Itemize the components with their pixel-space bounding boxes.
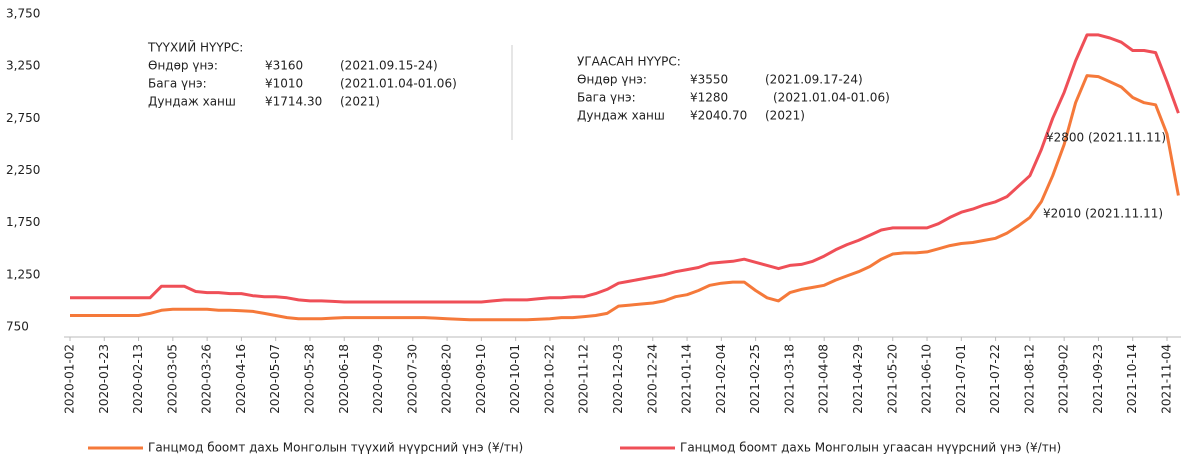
x-tick-label: 2021-11-04 (1160, 344, 1174, 414)
x-tick-label: 2020-12-03 (611, 344, 625, 414)
note-text: (2021.09.15-24) (340, 59, 438, 73)
y-tick-label: 2,250 (6, 163, 40, 177)
x-tick-label: 2020-02-13 (131, 344, 145, 414)
note-text: (2021.09.17-24) (765, 73, 863, 87)
end-annotation: ¥2800 (2021.11.11) (1046, 131, 1166, 145)
note-text: (2021) (765, 109, 805, 123)
y-tick-label: 1,250 (6, 267, 40, 281)
x-tick-label: 2021-02-04 (714, 344, 728, 414)
note-text: ¥1010 (265, 77, 303, 91)
x-tick-label: 2021-07-22 (988, 344, 1002, 414)
x-tick-label: 2020-07-09 (371, 344, 385, 414)
note-text: (2021.01.04-01.06) (340, 77, 457, 91)
x-tick-label: 2021-01-14 (680, 344, 694, 414)
legend-label: Ганцмод боомт дахь Монголын түүхий нүүрс… (148, 441, 523, 455)
x-tick-label: 2020-06-18 (337, 344, 351, 414)
x-tick-label: 2020-09-10 (474, 344, 488, 414)
x-tick-label: 2020-10-01 (508, 344, 522, 414)
end-annotation: ¥2010 (2021.11.11) (1043, 207, 1163, 221)
note-text: ¥3160 (265, 59, 303, 73)
x-tick-label: 2021-09-02 (1057, 344, 1071, 414)
y-tick-label: 2,750 (6, 111, 40, 125)
series-line (70, 74, 1180, 322)
note-text: (2021) (340, 95, 380, 109)
x-tick-label: 2020-01-02 (63, 344, 77, 414)
x-tick-label: 2020-10-22 (542, 344, 556, 414)
x-tick-label: 2021-06-10 (920, 344, 934, 414)
legend-label: Ганцмод боомт дахь Монголын угаасан нүүр… (680, 441, 1061, 455)
x-tick-label: 2020-04-16 (234, 344, 248, 414)
note-text: Бага үнэ: (577, 91, 636, 105)
y-tick-label: 3,250 (6, 59, 40, 73)
x-tick-label: 2021-09-23 (1091, 344, 1105, 414)
note-text: Өндөр үнэ: (148, 59, 218, 73)
x-tick-label: 2020-08-20 (440, 344, 454, 414)
x-tick-label: 2021-07-01 (954, 344, 968, 414)
note-text: (2021.01.04-01.06) (773, 91, 890, 105)
x-tick-label: 2020-07-30 (405, 344, 419, 414)
note-text: Бага үнэ: (148, 77, 207, 91)
x-tick-label: 2021-05-20 (885, 344, 899, 414)
note-text: Дундаж ханш (577, 109, 665, 123)
x-tick-label: 2021-02-25 (748, 344, 762, 414)
note-text: ¥2040.70 (690, 109, 747, 123)
x-tick-label: 2020-05-07 (268, 344, 282, 414)
x-tick-label: 2020-12-24 (645, 344, 659, 414)
note-text: Өндөр үнэ: (577, 73, 647, 87)
x-tick-label: 2021-03-18 (782, 344, 796, 414)
x-tick-label: 2021-08-12 (1022, 344, 1036, 414)
x-tick-label: 2020-05-28 (302, 344, 316, 414)
x-tick-label: 2020-03-26 (200, 344, 214, 414)
x-tick-label: 2021-10-14 (1125, 344, 1139, 414)
y-tick-label: 750 (6, 320, 29, 334)
note-title: ТҮҮХИЙ НҮҮРС: (147, 40, 243, 55)
x-tick-label: 2020-01-23 (97, 344, 111, 414)
x-tick-label: 2021-04-29 (851, 344, 865, 414)
x-tick-label: 2021-04-08 (817, 344, 831, 414)
note-text: ¥3550 (690, 73, 728, 87)
y-tick-label: 1,750 (6, 215, 40, 229)
note-title: УГААСАН НҮҮРС: (577, 55, 681, 69)
y-tick-label: 3,750 (6, 7, 40, 21)
series-line (70, 33, 1180, 304)
x-tick-label: 2020-03-05 (165, 344, 179, 414)
note-text: Дундаж ханш (148, 95, 236, 109)
note-text: ¥1280 (690, 91, 728, 105)
note-text: ¥1714.30 (265, 95, 322, 109)
x-tick-label: 2020-11-12 (577, 344, 591, 414)
